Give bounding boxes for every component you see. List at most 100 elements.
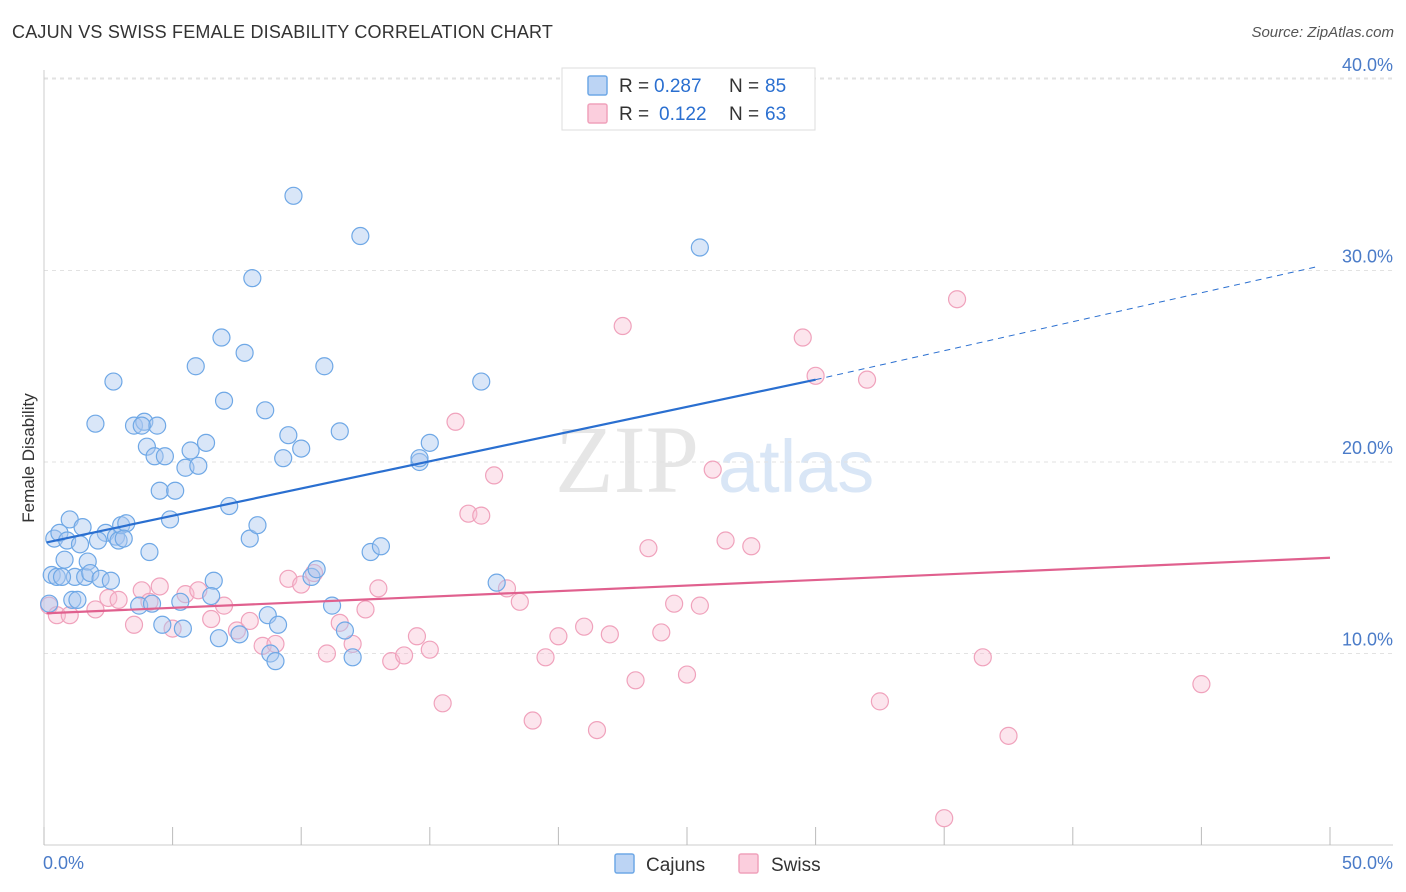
stats-legend-r-value-cajuns: 0.287 — [654, 76, 702, 97]
swiss-point-6 — [124, 615, 144, 634]
swiss-point-40 — [549, 627, 568, 646]
cajun-point-75 — [209, 629, 228, 648]
cajun-point-66 — [371, 537, 391, 556]
swiss-point-54 — [793, 328, 812, 347]
cajun-point-49 — [248, 516, 267, 535]
series-legend: Cajuns Swiss — [614, 853, 821, 876]
cajun-point-65 — [361, 542, 380, 562]
cajun-point-28 — [140, 542, 159, 562]
x-tick-label-max: 50.0% — [1342, 853, 1393, 873]
cajun-point-79 — [68, 590, 87, 609]
series-legend-swatch-cajuns — [614, 853, 635, 874]
stats-legend-swatch-swiss — [587, 103, 608, 124]
cajun-point-63 — [343, 648, 362, 667]
cajun-point-10 — [70, 535, 90, 554]
stats-legend-n-label-cajuns: N = — [729, 76, 759, 97]
cajun-point-84 — [202, 586, 221, 606]
swiss-point-5 — [109, 590, 128, 609]
swiss-point-22 — [317, 644, 337, 663]
source-label: Source: ZipAtlas.com — [1251, 24, 1394, 41]
swiss-point-10 — [163, 619, 182, 638]
swiss-point-29 — [407, 627, 427, 646]
cajun-point-33 — [160, 510, 180, 529]
swiss-point-38 — [523, 711, 542, 730]
cajun-point-24 — [124, 416, 144, 435]
cajun-point-8 — [63, 590, 82, 609]
swiss-point-49 — [677, 665, 697, 684]
swiss-point-57 — [870, 692, 890, 711]
cajun-point-3 — [47, 567, 66, 587]
cajun-point-19 — [104, 372, 123, 391]
cajun-point-35 — [171, 592, 190, 611]
cajun-point-69 — [420, 433, 439, 452]
stats-legend-r-label-swiss: R = — [619, 104, 649, 125]
cajun-point-37 — [181, 441, 200, 460]
y-tick-label-40: 40.0% — [1342, 55, 1393, 75]
swiss-point-44 — [613, 316, 632, 336]
stats-legend-r-label-cajuns: R = — [619, 76, 649, 97]
swiss-point-47 — [652, 623, 671, 642]
cajun-point-45 — [230, 625, 249, 644]
y-tick-labels: 10.0% 20.0% 30.0% 40.0% — [1342, 55, 1393, 650]
series-legend-label-cajuns: Cajuns — [646, 855, 705, 876]
swiss-point-31 — [433, 694, 452, 713]
cajun-point-80 — [88, 531, 108, 550]
cajun-point-46 — [235, 343, 254, 362]
swiss-point-50 — [690, 596, 709, 615]
swiss-point-37 — [510, 592, 529, 611]
swiss-point-51 — [703, 460, 722, 479]
cajun-point-29 — [145, 447, 164, 466]
swiss-point-35 — [485, 466, 504, 485]
cajun-point-31 — [150, 481, 169, 500]
cajun-point-48 — [243, 269, 262, 288]
cajun-point-27 — [137, 437, 156, 456]
trend-lines — [46, 266, 1331, 615]
cajun-point-71 — [487, 573, 506, 592]
cajun-point-55 — [284, 186, 303, 205]
cajun-point-32 — [155, 447, 174, 466]
cajun-points — [40, 186, 709, 671]
swiss-point-24 — [343, 634, 362, 654]
cajun-point-72 — [690, 238, 709, 257]
swiss-trend-line — [46, 556, 1331, 615]
cajun-point-4 — [50, 523, 69, 542]
cajun-point-42 — [212, 328, 231, 347]
swiss-point-48 — [665, 594, 684, 613]
cajun-point-18 — [101, 571, 120, 590]
chart-title: CAJUN VS SWISS FEMALE DISABILITY CORRELA… — [12, 22, 554, 42]
swiss-point-32 — [446, 412, 465, 431]
swiss-point-61 — [999, 726, 1018, 745]
swiss-point-39 — [536, 648, 555, 667]
cajun-point-62 — [335, 621, 355, 640]
cajun-point-41 — [204, 571, 223, 590]
stats-legend: R = 0.287 N = 85 R = 0.122 N = 63 — [561, 67, 816, 131]
stats-legend-n-label-swiss: N = — [729, 104, 759, 125]
cajun-point-70 — [472, 372, 491, 391]
swiss-point-20 — [292, 575, 311, 594]
watermark: ZIP atlas — [555, 406, 874, 513]
swiss-point-46 — [639, 539, 658, 558]
swiss-point-52 — [716, 531, 735, 550]
cajun-point-59 — [315, 357, 334, 376]
x-tick-label-min: 0.0% — [43, 853, 84, 873]
watermark-zip: ZIP — [555, 406, 699, 513]
stats-legend-n-value-cajuns: 85 — [765, 76, 786, 97]
swiss-points — [40, 290, 1211, 828]
cajun-point-14 — [81, 563, 100, 583]
swiss-point-45 — [626, 671, 645, 690]
swiss-point-53 — [742, 537, 761, 556]
swiss-point-41 — [575, 617, 594, 636]
gridlines — [44, 77, 1393, 654]
stats-legend-n-value-swiss: 63 — [765, 104, 786, 125]
y-tick-label-20: 20.0% — [1342, 438, 1393, 458]
cajun-point-53 — [274, 449, 293, 468]
stats-legend-swatch-cajuns — [587, 75, 608, 96]
y-axis-title: Female Disability — [19, 393, 38, 523]
swiss-point-25 — [356, 600, 375, 619]
series-legend-swatch-swiss — [738, 853, 759, 874]
cajun-point-9 — [65, 567, 84, 587]
swiss-point-28 — [394, 646, 414, 665]
cajun-point-74 — [173, 619, 192, 638]
cajun-point-34 — [166, 481, 185, 500]
